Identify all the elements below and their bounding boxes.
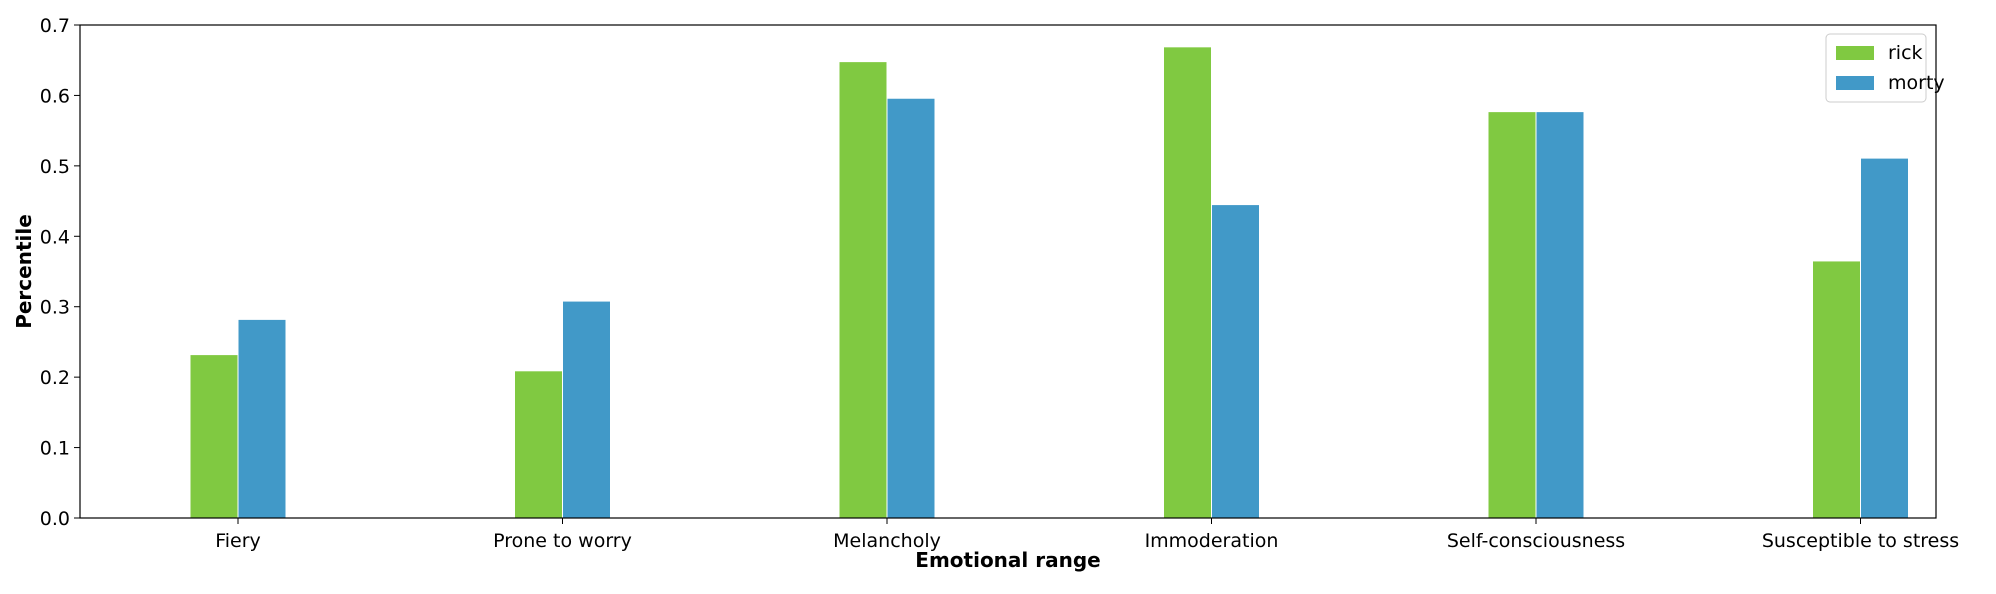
bar-rick-0 bbox=[189, 354, 239, 519]
bar-rick-2 bbox=[838, 61, 888, 519]
bar-morty-3 bbox=[1211, 204, 1260, 519]
bar-rick-1 bbox=[514, 370, 563, 519]
x-tick-label-0: Fiery bbox=[215, 530, 261, 552]
x-tick-label-2: Melancholy bbox=[833, 530, 941, 552]
x-tick-label-4: Self-consciousness bbox=[1447, 530, 1625, 552]
y-tick-label-1: 0.1 bbox=[40, 438, 70, 460]
y-tick-label-2: 0.2 bbox=[40, 367, 70, 389]
bar-rick-3 bbox=[1163, 46, 1212, 519]
legend: rick morty bbox=[1825, 33, 1945, 103]
legend-swatch-morty bbox=[1836, 76, 1874, 90]
y-axis: 0.0 0.1 0.2 0.3 0.4 0.5 0.6 0.7 bbox=[40, 15, 80, 530]
plot-frame bbox=[79, 24, 1937, 519]
bar-morty-5 bbox=[1860, 157, 1909, 519]
y-tick-label-0: 0.0 bbox=[40, 508, 70, 530]
bar-morty-2 bbox=[886, 97, 936, 519]
y-tick-label-3: 0.3 bbox=[40, 297, 70, 319]
bar-morty-0 bbox=[237, 318, 287, 519]
x-axis: Fiery Prone to worry Melancholy Immoderatio… bbox=[215, 518, 1959, 552]
x-tick-label-3: Immoderation bbox=[1145, 530, 1279, 552]
bars-group bbox=[189, 46, 1909, 519]
y-tick-label-6: 0.6 bbox=[40, 85, 70, 107]
bar-rick-5 bbox=[1812, 260, 1861, 519]
x-tick-label-5: Susceptible to stress bbox=[1762, 530, 1959, 552]
x-tick-label-1: Prone to worry bbox=[493, 530, 632, 552]
legend-label-morty: morty bbox=[1888, 72, 1945, 94]
y-tick-label-5: 0.5 bbox=[40, 156, 70, 178]
y-tick-label-7: 0.7 bbox=[40, 15, 70, 37]
legend-label-rick: rick bbox=[1888, 42, 1923, 64]
x-axis-title: Emotional range bbox=[915, 548, 1100, 572]
y-axis-title: Percentile bbox=[12, 214, 36, 329]
bar-morty-4 bbox=[1535, 111, 1585, 519]
y-tick-label-4: 0.4 bbox=[40, 226, 70, 248]
bar-rick-4 bbox=[1487, 111, 1537, 519]
bar-morty-1 bbox=[562, 300, 611, 519]
legend-swatch-rick bbox=[1836, 46, 1874, 60]
